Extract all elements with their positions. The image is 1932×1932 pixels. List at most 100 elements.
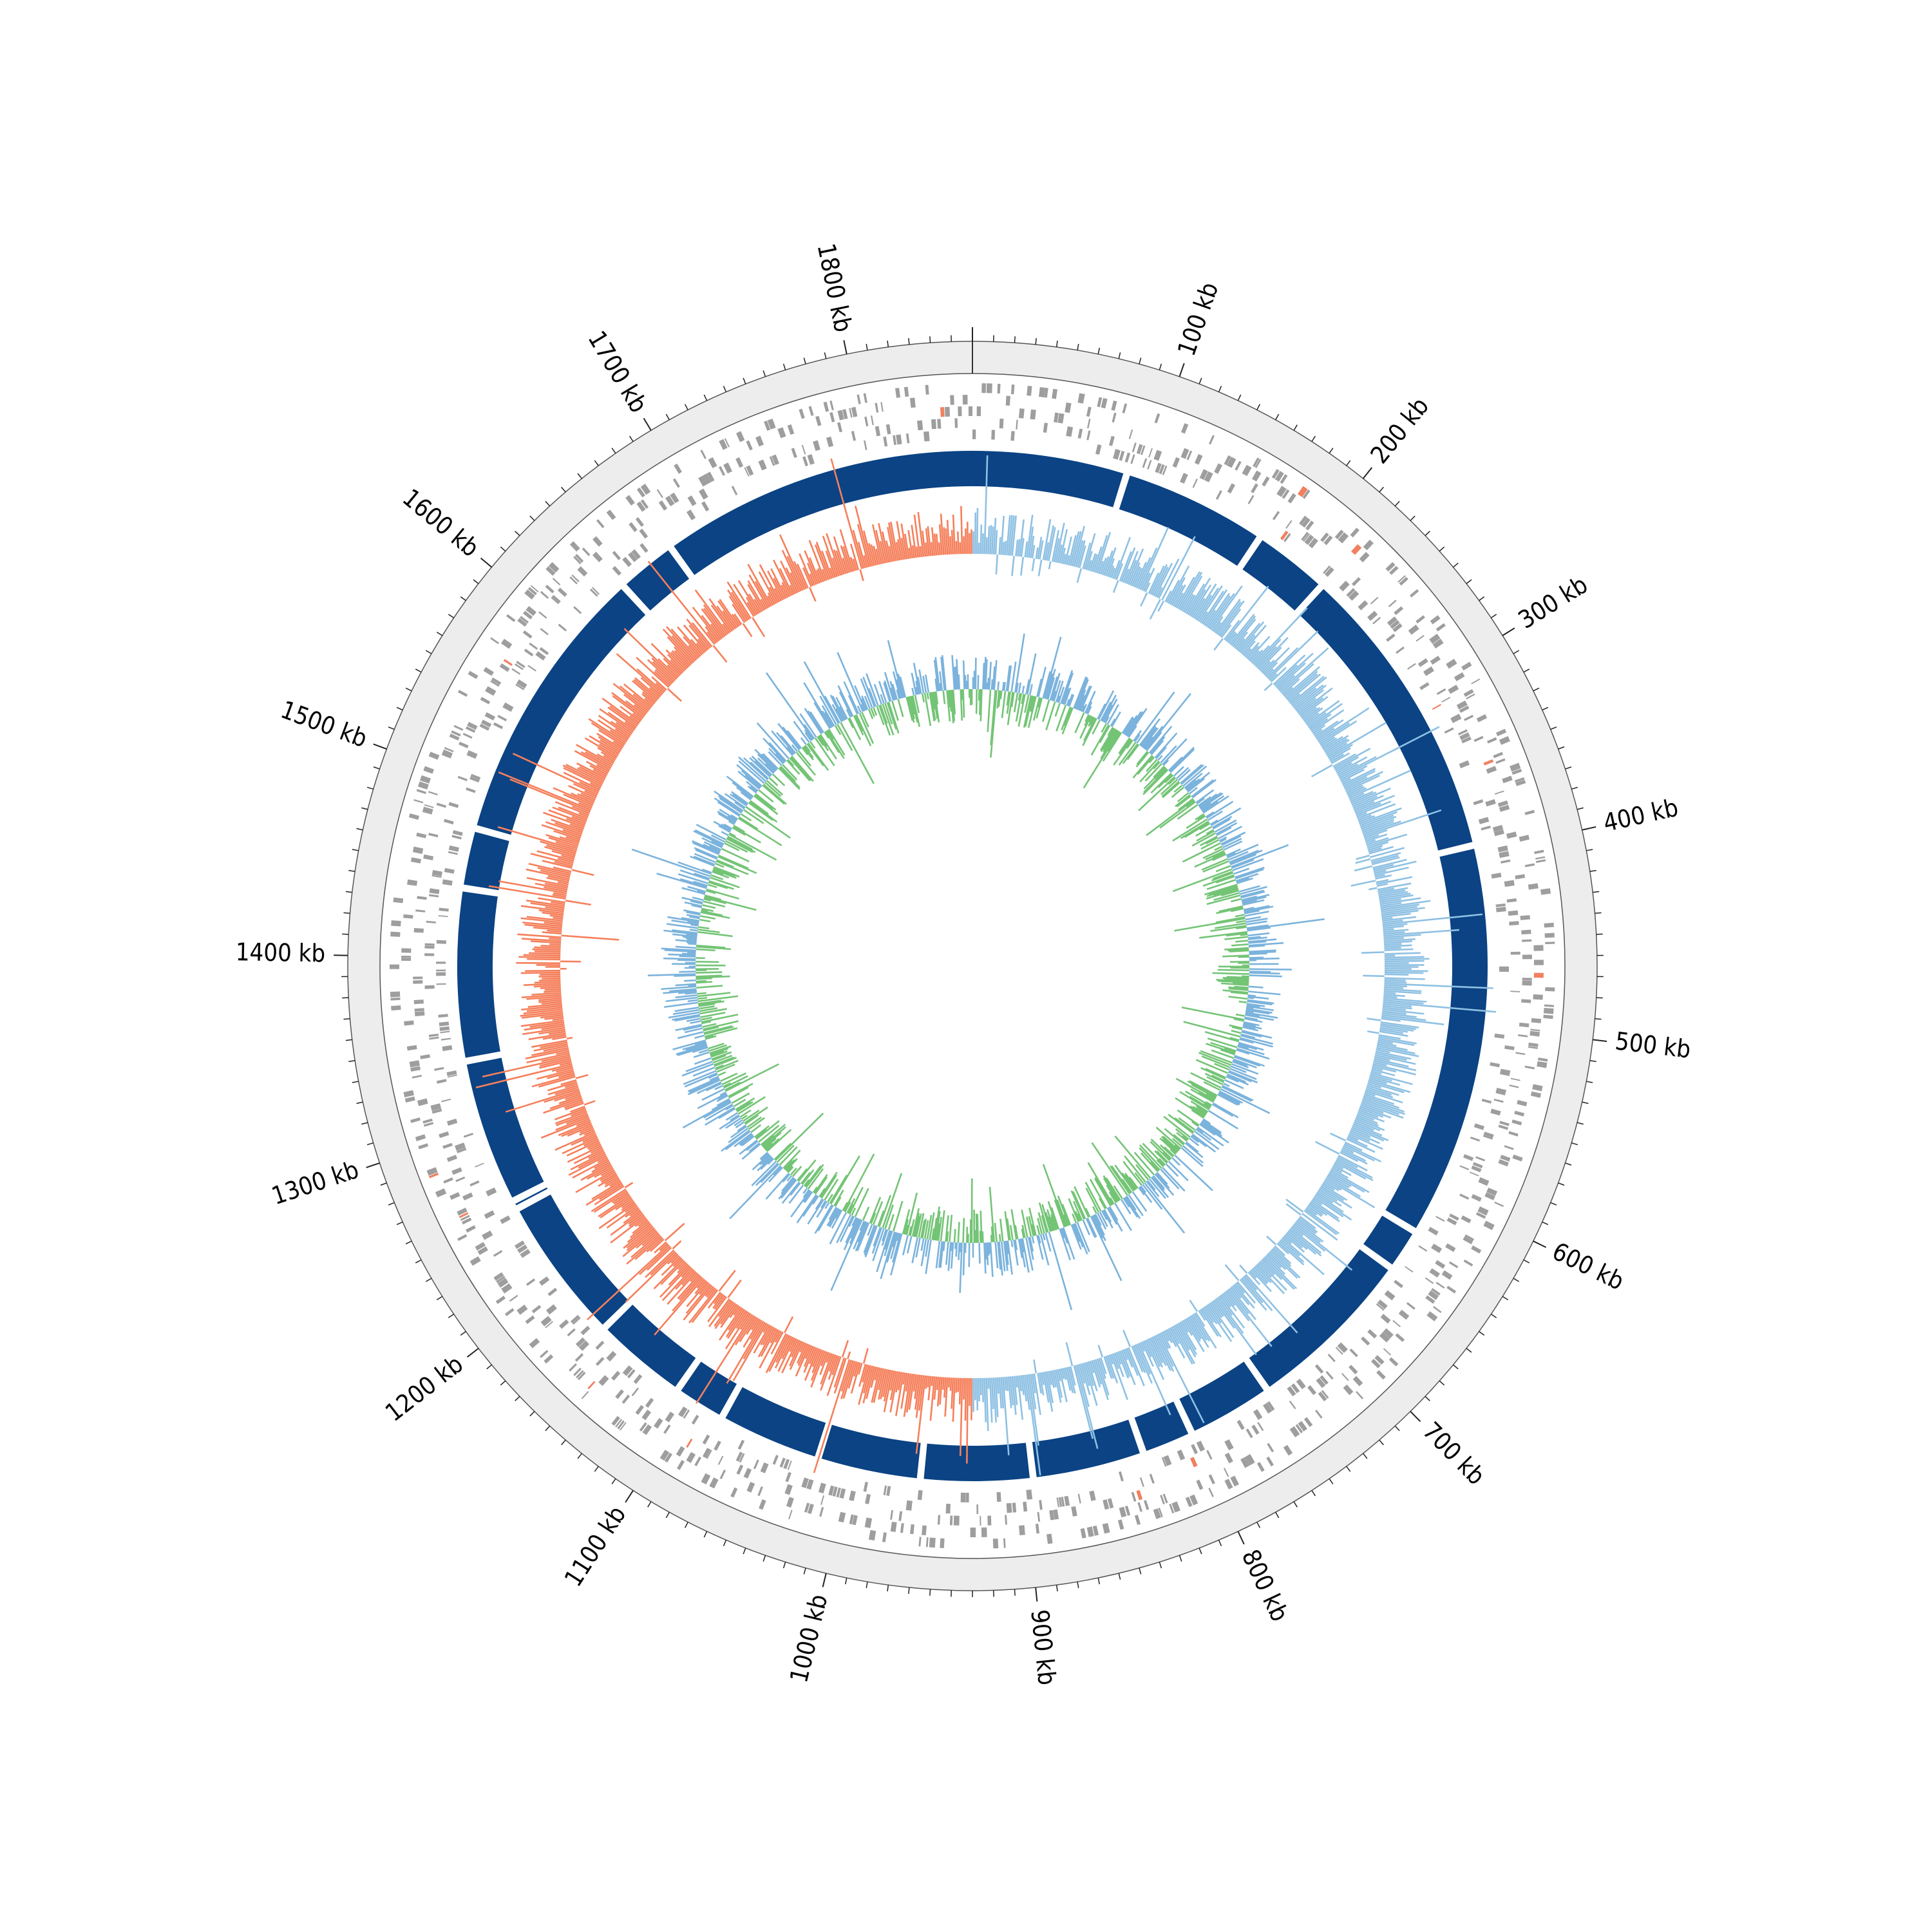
gc-skew-bar (911, 524, 917, 558)
gene-feature (1384, 1290, 1396, 1301)
gene-feature (620, 1422, 627, 1431)
gc-skew-bar (835, 550, 846, 575)
gc-skew-bar (629, 1214, 645, 1227)
gc-skew-bar (641, 691, 656, 703)
minor-tick (1577, 807, 1584, 810)
gene-feature (1473, 735, 1484, 743)
gc-skew-bar (683, 624, 707, 652)
gc-skew-bar (1335, 1159, 1374, 1182)
gc-skew-bar (940, 513, 945, 555)
gc-skew-bar (1154, 562, 1173, 598)
gc-content-bar (739, 1134, 754, 1146)
gc-skew-bar (1343, 1143, 1382, 1163)
gc-content-bar (842, 1202, 848, 1211)
gc-content-bar (1182, 1145, 1204, 1164)
gc-content-bar (890, 1232, 899, 1260)
gene-feature (1444, 727, 1454, 734)
gc-content-bar (1042, 671, 1052, 699)
gc-skew-bar (1383, 996, 1397, 999)
tick-label: 100 kb (1172, 279, 1224, 360)
gc-content-bar (911, 687, 915, 696)
gc-skew-bar (1349, 792, 1365, 801)
gc-content-bar (1245, 918, 1268, 923)
minor-tick (515, 1396, 520, 1401)
gene-feature (1302, 517, 1311, 528)
gc-content-bar (697, 931, 733, 938)
gc-skew-bar (1182, 1320, 1193, 1336)
gc-skew-bar (650, 1251, 676, 1276)
gc-content-bar (1062, 1227, 1075, 1260)
gene-feature (450, 1192, 460, 1200)
minor-tick (684, 1522, 688, 1528)
gene-feature (1363, 539, 1374, 551)
gc-content-bar (1101, 694, 1117, 722)
gc-skew-bar (1244, 648, 1252, 657)
gc-skew-bar (623, 1224, 653, 1249)
contig-block (1385, 848, 1488, 1228)
gc-skew-bar (1296, 1220, 1324, 1243)
gc-content-bar (1164, 774, 1174, 783)
gc-content-bar (1203, 1103, 1211, 1108)
gc-skew-bar (1365, 1090, 1403, 1104)
gc-content-bar (685, 937, 697, 940)
gc-skew-bar (1265, 668, 1274, 677)
gc-skew-bar (1190, 1314, 1208, 1341)
gene-feature (1267, 1443, 1274, 1453)
gene-feature (424, 943, 435, 946)
gc-content-bar (1094, 1213, 1102, 1226)
gc-skew-bar (1296, 689, 1324, 712)
gc-content-bar (1199, 835, 1218, 846)
gene-feature (1337, 1342, 1348, 1353)
gene-feature (1408, 624, 1419, 635)
gene-feature (493, 1250, 503, 1257)
gc-skew-bar (1003, 540, 1007, 556)
gc-skew-bar (1136, 556, 1151, 589)
gc-content-bar (775, 753, 785, 764)
gene-feature (612, 565, 621, 576)
gc-content-bar (696, 981, 713, 984)
gc-content-bar (1182, 1135, 1189, 1141)
gc-skew-bar (1349, 1131, 1370, 1142)
gene-feature (1495, 1088, 1506, 1095)
gc-skew-bar (1256, 646, 1277, 668)
gc-content-bar (999, 1218, 1004, 1242)
gc-content-bar (1247, 918, 1325, 931)
gc-skew-bar (599, 708, 634, 733)
gene-feature (1295, 1424, 1303, 1434)
gene-feature (1206, 1450, 1213, 1460)
gene-feature (407, 879, 418, 886)
gc-content-bar (931, 692, 936, 710)
gc-skew-bar (1383, 938, 1416, 942)
gc-skew-bar (1005, 1376, 1009, 1392)
gc-skew-bar (1368, 847, 1382, 853)
gc-skew-bar (556, 1050, 570, 1056)
gc-skew-bar (781, 584, 789, 598)
gc-content-bar (760, 1152, 770, 1161)
gc-skew-bar (1374, 866, 1409, 876)
gene-feature (497, 715, 507, 722)
gc-skew-bar (696, 1278, 706, 1289)
gene-feature (452, 829, 463, 837)
gc-content-bar (869, 1197, 882, 1224)
gc-content-bar (1191, 779, 1215, 798)
gc-skew-bar (1327, 1174, 1350, 1188)
gene-feature (1436, 688, 1446, 696)
gc-skew-bar (722, 623, 730, 634)
gc-skew-bar (722, 610, 737, 630)
gc-skew-bar (1358, 815, 1376, 823)
gc-skew-bar (526, 1052, 570, 1064)
gc-content-bar (1013, 1239, 1019, 1266)
gc-skew-bar (654, 1277, 705, 1336)
gc-content-bar (810, 711, 824, 734)
gc-content-bar (1244, 905, 1274, 913)
gc-skew-bar (1363, 829, 1388, 839)
gc-content-bar (949, 1215, 953, 1242)
gc-content-bar (1103, 698, 1118, 723)
gc-skew-bar (724, 1312, 750, 1350)
gc-content-bar (1240, 1034, 1273, 1045)
gc-content-bar (945, 1242, 949, 1265)
gc-skew-bar (1384, 947, 1401, 950)
gene-feature (757, 1486, 763, 1497)
gene-feature (1398, 1309, 1410, 1320)
gc-skew-bar (1379, 1027, 1408, 1033)
